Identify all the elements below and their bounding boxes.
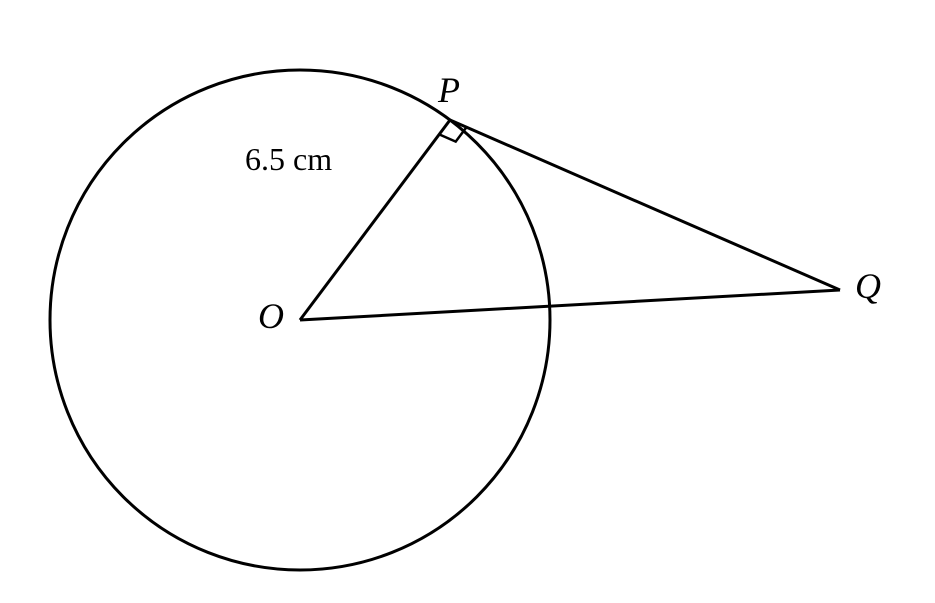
geometry-diagram: O P Q 6.5 cm <box>0 0 935 603</box>
line-O-Q <box>300 290 840 320</box>
label-point-P: P <box>437 70 460 110</box>
measurement-label: 6.5 cm <box>245 141 332 177</box>
line-P-Q <box>450 120 840 290</box>
label-point-O: O <box>258 296 284 336</box>
diagram-svg: O P Q 6.5 cm <box>0 0 935 603</box>
label-point-Q: Q <box>855 266 881 306</box>
